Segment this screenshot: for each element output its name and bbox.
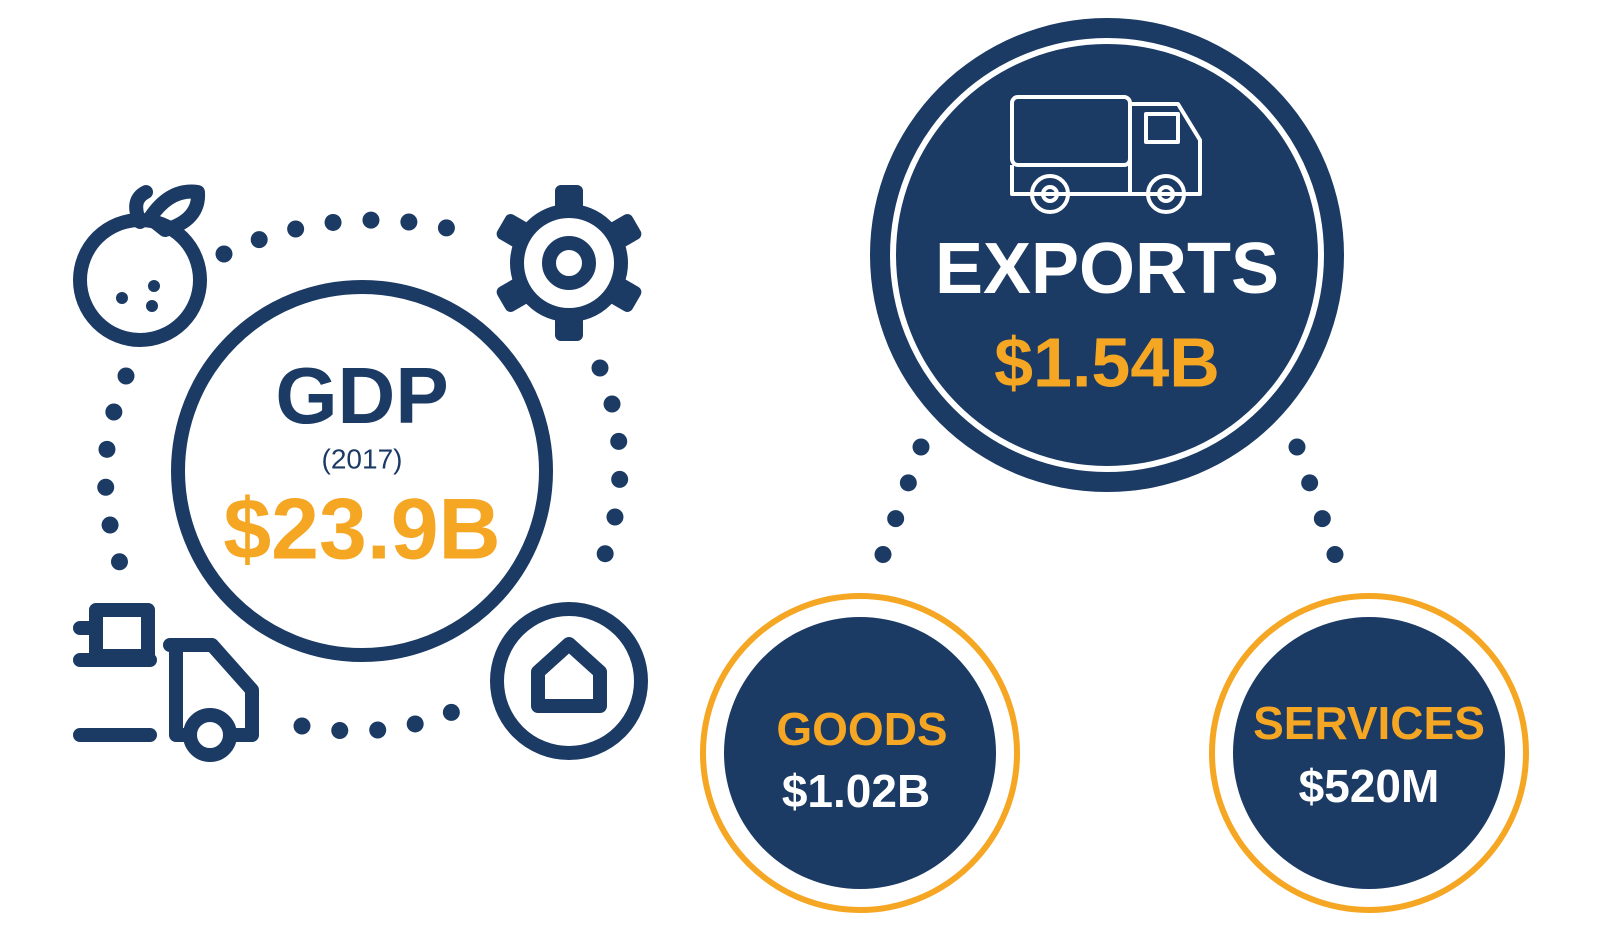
- goods-circle: [724, 617, 996, 889]
- goods-group: GOODS $1.02B: [700, 593, 1020, 913]
- exports-circle: [870, 18, 1344, 492]
- dotted-connector: [97, 367, 135, 589]
- services-ring: [1209, 593, 1529, 913]
- services-circle: [1233, 617, 1505, 889]
- house-icon: [490, 602, 648, 760]
- dotted-connector: [591, 359, 629, 577]
- gdp-ring: [171, 280, 553, 662]
- services-label: SERVICES: [1253, 697, 1485, 749]
- dotted-connector: [293, 697, 475, 740]
- gdp-value: $23.9B: [223, 482, 500, 578]
- exports-group: EXPORTS $1.54B GOODS $1.02B SERVICES $52…: [700, 18, 1529, 913]
- gdp-group: GDP (2017) $23.9B: [73, 184, 648, 762]
- goods-value: $1.02B: [782, 765, 930, 817]
- dotted-connector: [871, 438, 930, 572]
- services-value: $520M: [1299, 760, 1440, 812]
- gdp-year: (2017): [322, 443, 403, 474]
- exports-value: $1.54B: [994, 323, 1220, 401]
- delivery-truck-icon: [73, 603, 259, 762]
- dotted-connector: [215, 211, 473, 263]
- fruit-icon: [73, 184, 207, 347]
- dotted-connector: [1288, 438, 1347, 572]
- services-group: SERVICES $520M: [1209, 593, 1529, 913]
- exports-label: EXPORTS: [935, 229, 1279, 309]
- exports-inner-ring: [890, 38, 1324, 472]
- gear-icon: [496, 185, 642, 341]
- exports-truck-icon: [1010, 95, 1202, 214]
- goods-label: GOODS: [776, 703, 947, 755]
- goods-ring: [700, 593, 1020, 913]
- gdp-label: GDP: [275, 351, 448, 440]
